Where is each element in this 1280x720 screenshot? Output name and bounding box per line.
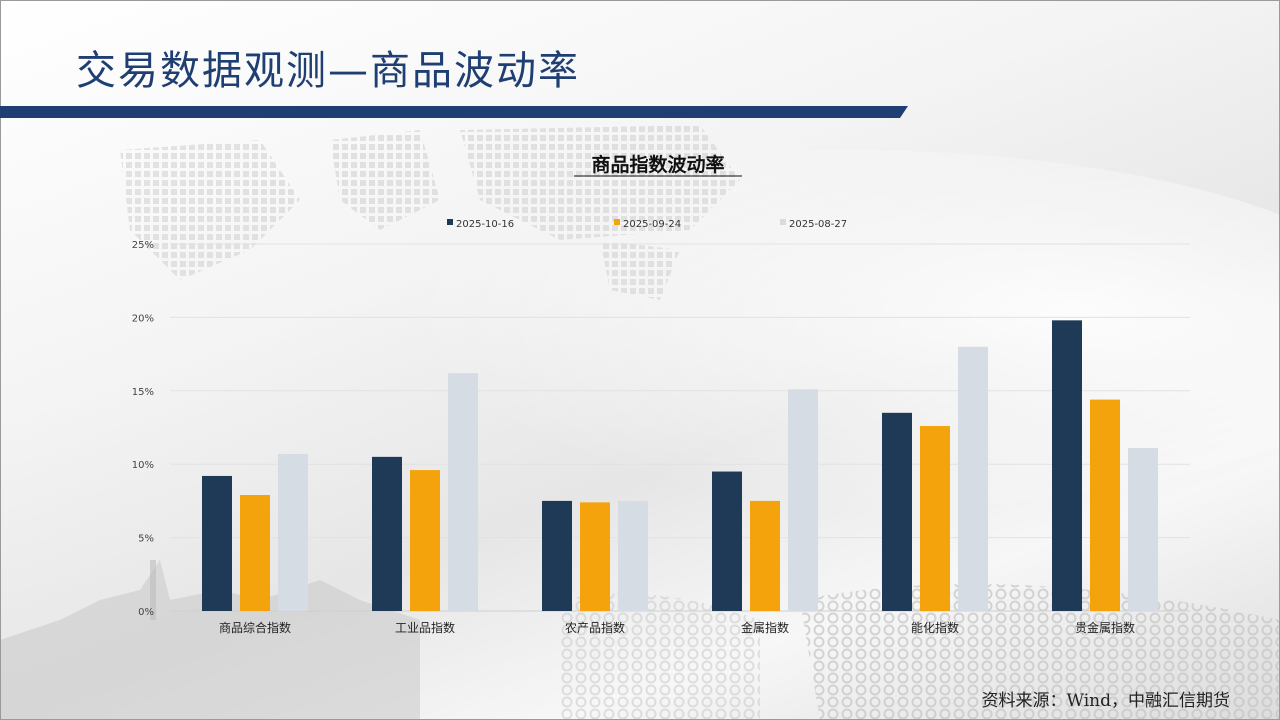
bar-5-series-3 xyxy=(958,346,988,611)
title-underline-bar xyxy=(0,106,908,118)
bar-6-series-2 xyxy=(1090,399,1120,611)
y-tick-label: 25% xyxy=(132,240,154,251)
bar-5-series-2 xyxy=(920,426,950,611)
bar-6-series-1 xyxy=(1052,320,1082,611)
bar-2-series-3 xyxy=(448,373,478,611)
bar-2-series-1 xyxy=(372,456,402,611)
legend-label: 2025-10-16 xyxy=(456,219,514,230)
bar-4-series-1 xyxy=(712,471,742,611)
y-tick-label: 0% xyxy=(138,607,154,618)
x-tick-label: 农产品指数 xyxy=(565,620,625,635)
bar-1-series-1 xyxy=(202,475,232,611)
bar-5-series-1 xyxy=(882,412,912,611)
x-tick-label: 贵金属指数 xyxy=(1075,620,1135,635)
y-tick-label: 10% xyxy=(132,460,154,471)
bar-3-series-3 xyxy=(618,500,648,611)
legend-label: 2025-08-27 xyxy=(789,219,847,230)
chart-legend: 2025-10-16 2025-09-24 2025-08-27 xyxy=(447,219,847,230)
x-tick-label: 商品综合指数 xyxy=(219,620,291,635)
x-axis: 商品综合指数 工业品指数 农产品指数 金属指数 能化指数 贵金属指数 xyxy=(219,620,1135,635)
data-source-note: 资料来源：Wind，中融汇信期货 xyxy=(981,691,1230,711)
bar-4-series-3 xyxy=(788,389,818,611)
bar-2-series-2 xyxy=(410,470,440,611)
y-axis: 0% 5% 10% 15% 20% 25% xyxy=(132,240,154,618)
legend-swatch xyxy=(780,219,786,225)
bar-4-series-2 xyxy=(750,500,780,611)
legend-item-1: 2025-10-16 xyxy=(447,219,514,230)
legend-item-2: 2025-09-24 xyxy=(614,219,681,230)
legend-item-3: 2025-08-27 xyxy=(780,219,847,230)
slide-title: 交易数据观测—商品波动率 xyxy=(76,48,580,94)
x-tick-label: 金属指数 xyxy=(741,620,789,635)
y-tick-label: 5% xyxy=(138,534,154,545)
bar-3-series-1 xyxy=(542,500,572,611)
x-tick-label: 能化指数 xyxy=(911,620,959,635)
bar-3-series-2 xyxy=(580,502,610,611)
chart-gridlines xyxy=(170,243,1190,612)
legend-label: 2025-09-24 xyxy=(623,219,681,230)
chart-bars xyxy=(202,320,1158,611)
bar-6-series-3 xyxy=(1128,448,1158,611)
legend-swatch xyxy=(447,219,453,225)
y-tick-label: 20% xyxy=(132,313,154,324)
bar-1-series-2 xyxy=(240,495,270,611)
chart-title: 商品指数波动率 xyxy=(591,153,724,176)
y-tick-label: 15% xyxy=(132,387,154,398)
legend-swatch xyxy=(614,219,620,225)
x-tick-label: 工业品指数 xyxy=(395,620,455,635)
bar-1-series-3 xyxy=(278,453,308,611)
